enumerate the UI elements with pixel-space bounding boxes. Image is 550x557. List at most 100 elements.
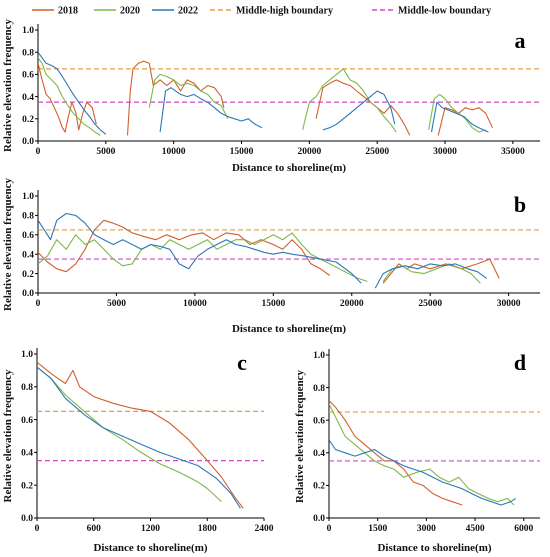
series-line-2020 bbox=[302, 68, 397, 133]
y-tick-label: 0.4 bbox=[313, 449, 325, 459]
series-line-2018 bbox=[38, 219, 331, 276]
y-axis-label: Relative elevation frequency bbox=[2, 369, 14, 502]
x-tick-label: 30000 bbox=[433, 147, 457, 157]
x-tick-label: 30000 bbox=[497, 299, 521, 309]
y-axis-label: Relative elevation frequency bbox=[2, 178, 14, 311]
y-tick-label: 0.6 bbox=[22, 71, 34, 81]
y-axis-label: Relative elevation frequency bbox=[294, 370, 306, 503]
legend-label: 2022 bbox=[178, 6, 198, 17]
x-tick-label: 4500 bbox=[466, 524, 485, 534]
legend-label: 2018 bbox=[58, 6, 78, 17]
x-axis-label: Distance to shoreline(m) bbox=[232, 323, 346, 335]
x-tick-label: 0 bbox=[327, 524, 332, 534]
x-tick-label: 25000 bbox=[365, 147, 389, 157]
y-tick-label: 0.8 bbox=[22, 48, 34, 58]
legend-label: Middle-low boundary bbox=[398, 6, 491, 17]
legend-label: 2020 bbox=[120, 6, 140, 17]
series-line-2018 bbox=[315, 79, 411, 136]
legend: 2018 2020 2022 Middle-high boundary Middle-l… bbox=[32, 6, 491, 17]
y-tick-label: 0.8 bbox=[21, 383, 33, 393]
x-tick-label: 20000 bbox=[297, 147, 321, 157]
y-tick-label: 1.0 bbox=[313, 351, 325, 361]
series-line-2018 bbox=[126, 60, 225, 136]
series-line-2020 bbox=[38, 57, 101, 136]
x-axis-label: Distance to shoreline(m) bbox=[93, 542, 207, 554]
series-line-2018 bbox=[329, 400, 463, 506]
series-line-2022 bbox=[159, 87, 263, 133]
series-line-2020 bbox=[148, 73, 229, 120]
series-line-2022 bbox=[430, 101, 489, 133]
x-tick-label: 600 bbox=[87, 524, 102, 534]
y-tick-label: 0.8 bbox=[22, 212, 34, 222]
series-line-2018 bbox=[38, 63, 97, 133]
series-line-2020 bbox=[38, 232, 368, 282]
series-group bbox=[38, 51, 493, 136]
panels: 0 5000 10000 15000 20000 25000 30000 350000.00.… bbox=[2, 19, 540, 554]
series-line-2018 bbox=[382, 258, 500, 284]
chart-panel-b: 0 5000 10000 15000 20000 25000 30000 0.0 0.2 0.4 0… bbox=[2, 178, 540, 335]
series-line-2022 bbox=[329, 439, 517, 506]
chart-panel-d: 0 1500 3000 4500 6000 0.0 0.2 0.4 0.6 0.8 1.0 Dista… bbox=[294, 349, 540, 554]
y-tick-label: 0.4 bbox=[21, 449, 33, 459]
x-tick-label: 3000 bbox=[417, 524, 436, 534]
series-line-2020 bbox=[37, 366, 222, 503]
x-tick-label: 15000 bbox=[261, 299, 285, 309]
y-tick-label: 0.0 bbox=[22, 289, 34, 299]
y-tick-label: 0.0 bbox=[22, 137, 34, 147]
x-tick-label: 5000 bbox=[96, 147, 115, 157]
y-tick-label: 0.0 bbox=[21, 514, 33, 524]
y-tick-label: 0.6 bbox=[313, 416, 325, 426]
x-tick-label: 20000 bbox=[340, 299, 364, 309]
series-group bbox=[37, 361, 244, 509]
x-tick-label: 25000 bbox=[418, 299, 442, 309]
x-tick-label: 35000 bbox=[501, 147, 525, 157]
series-line-2018 bbox=[37, 361, 244, 509]
panel-label: a bbox=[515, 28, 526, 53]
y-tick-label: 1.0 bbox=[21, 350, 33, 360]
series-line-2022 bbox=[38, 212, 362, 284]
y-tick-label: 0.6 bbox=[21, 416, 33, 426]
x-tick-label: 1500 bbox=[368, 524, 387, 534]
y-tick-label: 0.2 bbox=[22, 270, 34, 280]
x-tick-label: 10000 bbox=[183, 299, 207, 309]
panel-label: c bbox=[237, 350, 247, 375]
y-tick-label: 0.4 bbox=[22, 93, 34, 103]
panel-label: b bbox=[514, 192, 526, 217]
x-axis-label: Distance to shoreline(m) bbox=[232, 162, 346, 174]
x-tick-label: 0 bbox=[36, 147, 41, 157]
y-tick-label: 0.4 bbox=[22, 250, 34, 260]
series-line-2020 bbox=[329, 403, 515, 506]
x-tick-label: 1200 bbox=[141, 524, 160, 534]
series-group bbox=[329, 400, 517, 506]
x-tick-label: 0 bbox=[35, 524, 40, 534]
x-axis-label: Distance to shoreline(m) bbox=[377, 542, 491, 554]
series-group bbox=[38, 212, 500, 289]
chart-panel-a: 0 5000 10000 15000 20000 25000 30000 35000 0.0 0.… bbox=[2, 19, 540, 174]
y-tick-label: 1.0 bbox=[22, 26, 34, 36]
y-tick-label: 0.2 bbox=[22, 115, 34, 125]
series-line-2022 bbox=[322, 90, 396, 131]
x-tick-label: 0 bbox=[36, 299, 41, 309]
series-line-2018 bbox=[437, 107, 493, 136]
y-tick-label: 0.6 bbox=[22, 231, 34, 241]
series-line-2020 bbox=[428, 93, 486, 133]
x-tick-label: 1800 bbox=[198, 524, 217, 534]
chart-panel-c: 0 600 1200 1800 2400 0.0 0.2 0.4 0.6 0.8 1.0 Distan… bbox=[2, 348, 274, 554]
panel-label: d bbox=[514, 350, 526, 375]
x-tick-label: 10000 bbox=[162, 147, 186, 157]
x-tick-label: 6000 bbox=[514, 524, 533, 534]
x-tick-label: 15000 bbox=[230, 147, 254, 157]
y-tick-label: 0.2 bbox=[313, 482, 325, 492]
legend-label: Middle-high boundary bbox=[236, 6, 333, 17]
series-line-2022 bbox=[374, 263, 488, 289]
y-axis-label: Relative elevation frequency bbox=[2, 19, 14, 152]
y-tick-label: 0.8 bbox=[313, 384, 325, 394]
series-line-2022 bbox=[37, 366, 241, 509]
x-tick-label: 5000 bbox=[107, 299, 126, 309]
x-tick-label: 2400 bbox=[255, 524, 274, 534]
y-tick-label: 1.0 bbox=[22, 192, 34, 202]
y-tick-label: 0.2 bbox=[21, 481, 33, 491]
y-tick-label: 0.0 bbox=[313, 514, 325, 524]
series-line-2022 bbox=[38, 51, 107, 135]
